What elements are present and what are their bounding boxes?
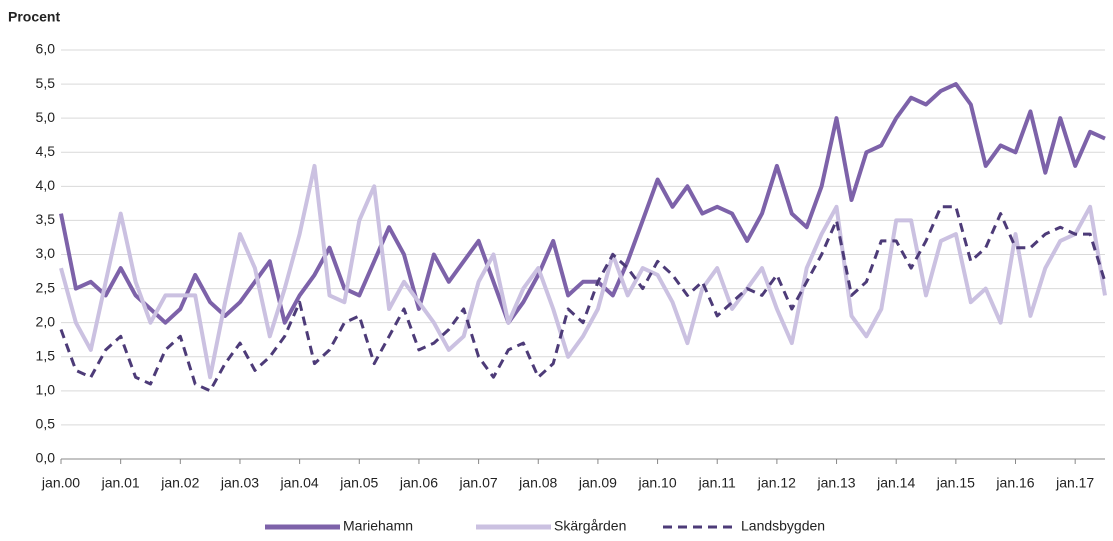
y-tick-label: 0,0 <box>36 450 56 466</box>
y-tick-label: 2,0 <box>36 313 56 329</box>
series-line <box>59 205 1107 393</box>
y-tick-label: 4,0 <box>36 177 56 193</box>
y-tick-label: 3,0 <box>36 245 56 261</box>
y-tick-label: 3,5 <box>36 211 56 227</box>
x-tick-label: jan.08 <box>518 475 557 491</box>
x-tick-label: jan.13 <box>816 475 855 491</box>
y-tick-label: 6,0 <box>36 41 56 57</box>
x-tick-label: jan.14 <box>876 475 915 491</box>
y-tick-label: 5,5 <box>36 75 56 91</box>
x-tick-label: jan.09 <box>578 475 617 491</box>
y-tick-label: 2,5 <box>36 279 56 295</box>
y-tick-label: 4,5 <box>36 143 56 159</box>
legend-label: Mariehamn <box>343 518 413 534</box>
x-tick-label: jan.11 <box>698 475 736 491</box>
series-line <box>59 82 1106 325</box>
y-tick-label: 1,0 <box>36 382 56 398</box>
x-tick-label: jan.16 <box>995 475 1034 491</box>
legend-label: Landsbygden <box>741 518 825 534</box>
x-tick-label: jan.07 <box>459 475 498 491</box>
x-tick-label: jan.03 <box>220 475 259 491</box>
x-tick-label: jan.10 <box>637 475 676 491</box>
legend-label: Skärgården <box>554 518 626 534</box>
x-tick-label: jan.05 <box>339 475 378 491</box>
series-line <box>59 163 1107 380</box>
x-tick-label: jan.17 <box>1055 475 1094 491</box>
x-tick-label: jan.01 <box>101 475 140 491</box>
x-tick-label: jan.06 <box>399 475 438 491</box>
y-tick-label: 1,5 <box>36 347 56 363</box>
x-tick-label: jan.02 <box>160 475 199 491</box>
x-tick-label: jan.12 <box>757 475 796 491</box>
x-tick-label: jan.04 <box>280 475 319 491</box>
y-tick-label: 0,5 <box>36 416 56 432</box>
x-tick-label: jan.00 <box>41 475 80 491</box>
x-tick-label: jan.15 <box>936 475 975 491</box>
y-axis-label: Procent <box>8 9 60 25</box>
y-tick-label: 5,0 <box>36 109 56 125</box>
